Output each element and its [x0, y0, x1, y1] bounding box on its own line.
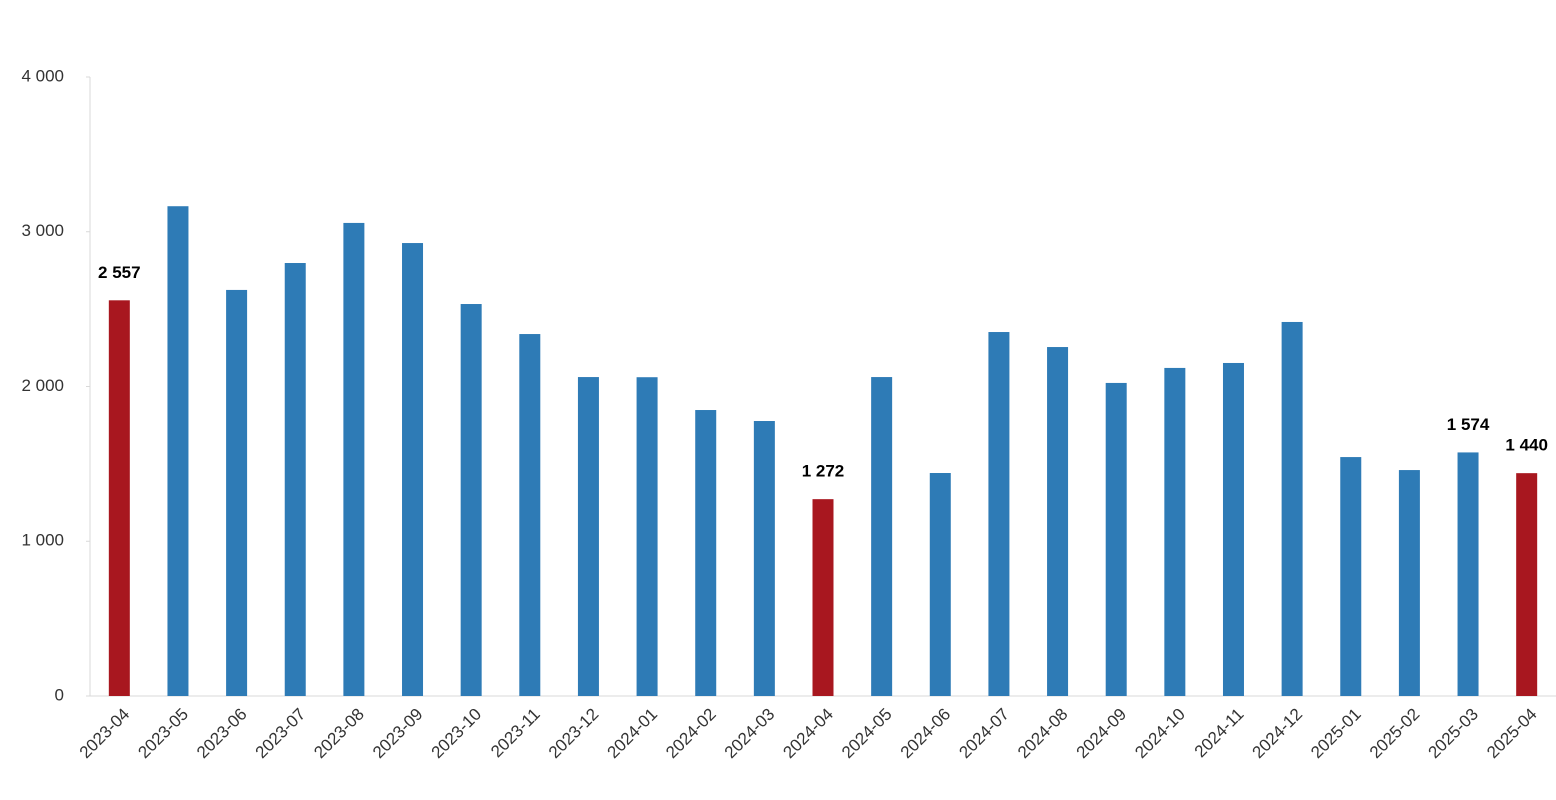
bar	[871, 377, 893, 696]
bar	[284, 263, 306, 696]
bar	[460, 304, 482, 696]
bar	[1222, 362, 1244, 696]
x-tick-label: 2024-04	[779, 705, 837, 763]
x-tick-label: 2025-03	[1424, 705, 1482, 763]
x-tick-label: 2023-09	[369, 705, 427, 763]
value-label: 2 557	[98, 263, 141, 282]
bar	[519, 334, 541, 696]
value-label: 1 272	[802, 462, 845, 481]
x-tick-label: 2023-07	[252, 705, 310, 763]
x-tick-label: 2023-11	[487, 705, 544, 762]
x-tick-label: 2023-10	[428, 705, 486, 763]
bar	[1281, 321, 1303, 696]
bar	[108, 300, 130, 696]
bar	[577, 377, 599, 696]
bar	[1457, 452, 1479, 696]
x-tick-label: 2023-06	[193, 705, 251, 763]
bar	[753, 421, 775, 696]
x-tick-label: 2024-03	[721, 705, 779, 763]
x-tick-label: 2025-02	[1366, 705, 1424, 763]
bar	[812, 499, 834, 696]
bar	[1398, 470, 1420, 696]
x-tick-label: 2023-08	[310, 705, 368, 763]
y-tick-label: 4 000	[21, 66, 64, 85]
x-tick-label: 2024-07	[955, 705, 1013, 763]
bar	[343, 222, 365, 696]
x-tick-label: 2023-12	[545, 705, 603, 763]
x-tick-label: 2024-10	[1131, 705, 1189, 763]
x-tick-label: 2023-04	[76, 705, 134, 763]
x-tick-label: 2024-08	[1014, 705, 1072, 763]
x-tick-label: 2024-09	[1073, 705, 1131, 763]
y-tick-label: 1 000	[21, 531, 64, 550]
x-tick-label: 2024-05	[838, 705, 896, 763]
x-tick-label: 2024-11	[1191, 705, 1248, 762]
bar	[1516, 473, 1538, 696]
x-tick-label: 2024-01	[604, 705, 662, 763]
y-tick-label: 0	[55, 685, 64, 704]
x-tick-label: 2025-01	[1307, 705, 1365, 763]
bar	[167, 206, 189, 696]
x-tick-label: 2024-02	[662, 705, 720, 763]
bar	[226, 289, 248, 696]
y-tick-label: 2 000	[21, 376, 64, 395]
y-tick-label: 3 000	[21, 221, 64, 240]
bar	[929, 473, 951, 696]
bar	[988, 332, 1010, 696]
bar	[1340, 457, 1362, 696]
x-tick-label: 2024-06	[897, 705, 955, 763]
bar	[1105, 382, 1127, 696]
bar	[1164, 367, 1186, 696]
x-tick-label: 2023-05	[134, 705, 192, 763]
x-tick-label: 2025-04	[1483, 705, 1541, 763]
bar	[636, 377, 658, 696]
bar	[402, 243, 424, 696]
bar	[695, 410, 717, 696]
value-label: 1 574	[1447, 415, 1490, 434]
value-label: 1 440	[1505, 436, 1548, 455]
x-tick-label: 2024-12	[1249, 705, 1307, 763]
bar	[1047, 347, 1069, 696]
